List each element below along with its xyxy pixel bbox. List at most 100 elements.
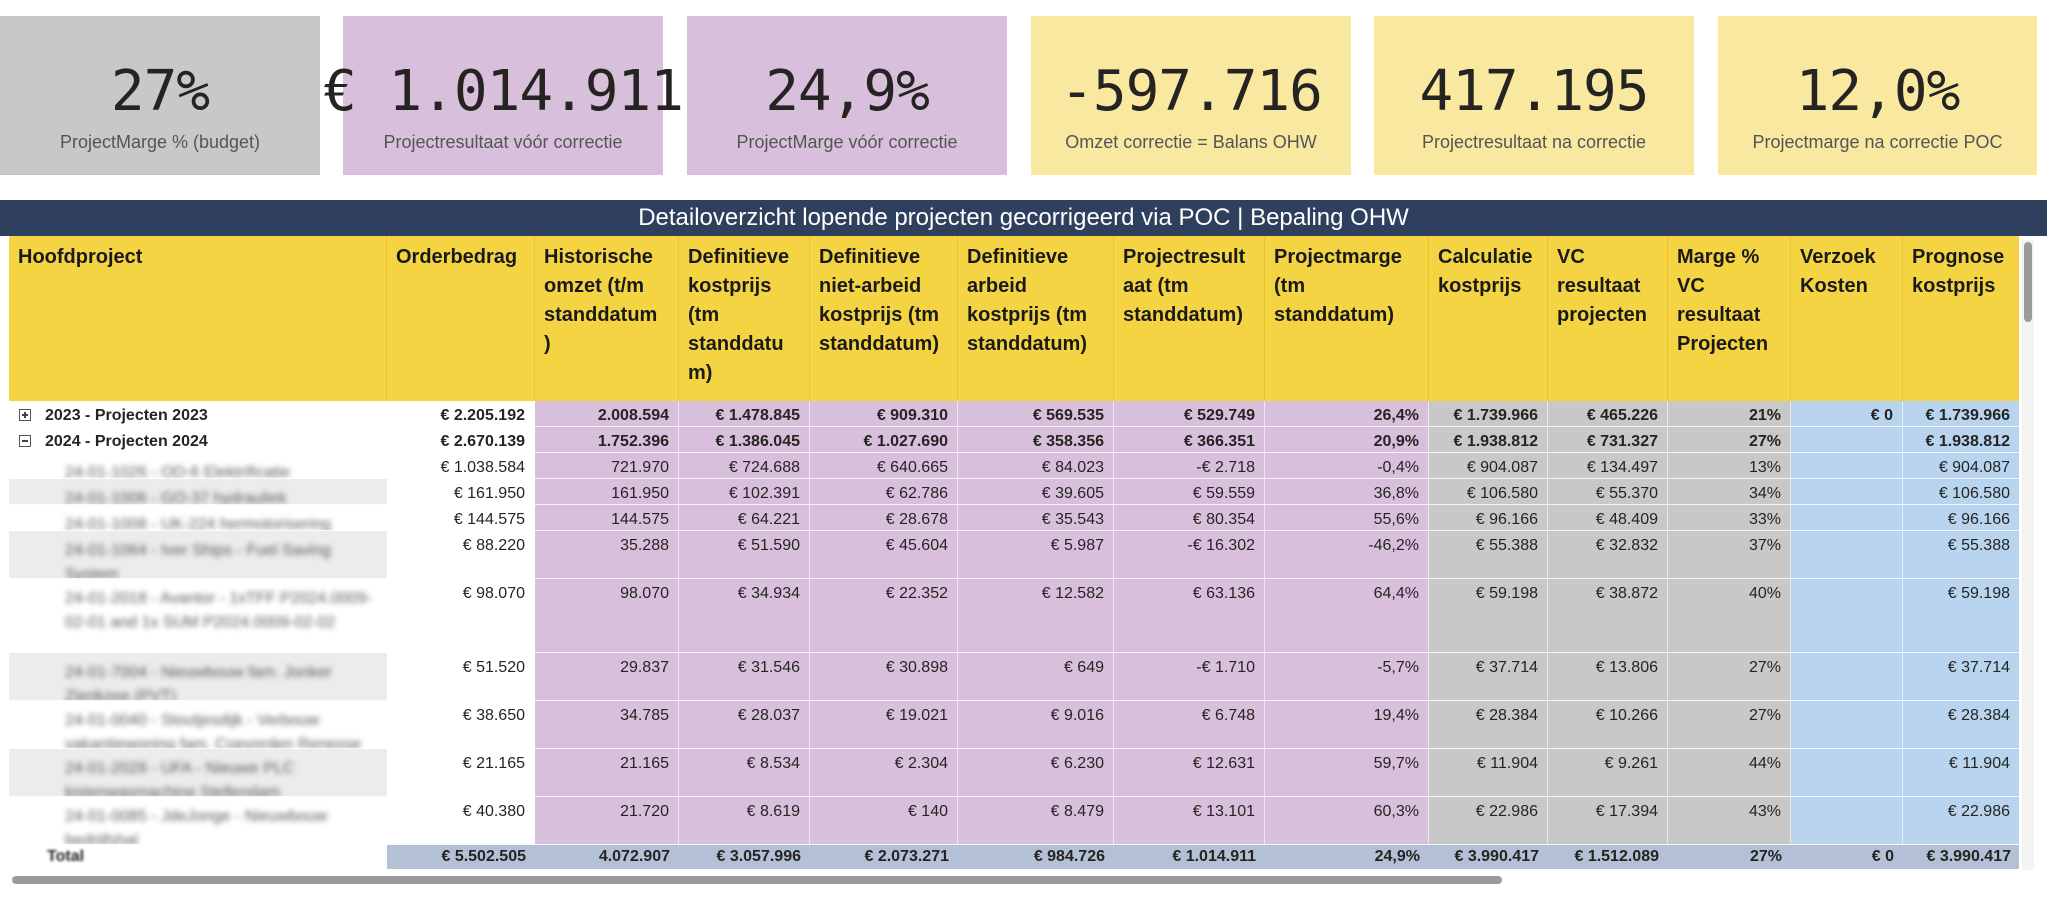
row-label[interactable]: 24-01-1064 - Iver Ships - Fuel Saving Sy… — [9, 531, 387, 579]
column-header[interactable]: Orderbedrag — [387, 236, 535, 401]
total-cell: 4.072.907 — [535, 845, 679, 869]
column-header[interactable]: VC resultaat projecten — [1548, 236, 1668, 401]
total-cell: 24,9% — [1265, 845, 1429, 869]
row-label-text: 24-01-2028 - UFA - Nieuwe PLC kistenwasm… — [65, 760, 295, 797]
kpi-card: 24,9% ProjectMarge vóór correctie — [687, 16, 1007, 175]
table-cell: € 2.304 — [810, 749, 958, 797]
row-label-text: 24-01-2018 - Avantor - 1xTFF P2024.0009-… — [65, 590, 372, 631]
table-cell: € 59.198 — [1429, 579, 1548, 653]
kpi-value: 12,0% — [1795, 59, 1961, 124]
table-cell: € 144.575 — [387, 505, 535, 531]
table-cell: -€ 2.718 — [1114, 453, 1265, 479]
table-cell: € 28.037 — [679, 701, 810, 749]
table-cell: € 63.136 — [1114, 579, 1265, 653]
project-table[interactable]: Hoofdproject Orderbedrag Historische omzet… — [9, 236, 2019, 873]
column-header[interactable]: Projectmarge (tm standdatum) — [1265, 236, 1429, 401]
table-cell: -46,2% — [1265, 531, 1429, 579]
table-cell: € 21.165 — [387, 749, 535, 797]
table-cell: € 161.950 — [387, 479, 535, 505]
table-cell: € 724.688 — [679, 453, 810, 479]
expand-icon[interactable] — [19, 409, 31, 421]
table-cell — [1791, 453, 1903, 479]
table-cell: 36,8% — [1265, 479, 1429, 505]
table-cell: € 2.670.139 — [387, 427, 535, 453]
table-cell: € 48.409 — [1548, 505, 1668, 531]
row-label[interactable]: 24-01-1008 - UK-224 hermotorisering — [9, 505, 387, 531]
collapse-icon[interactable] — [19, 435, 31, 447]
row-label[interactable]: 24-01-0085 - JdeJonge - Nieuwbouw bedrij… — [9, 797, 387, 845]
table-cell — [1791, 653, 1903, 701]
table-cell: 161.950 — [535, 479, 679, 505]
table-cell: € 40.380 — [387, 797, 535, 845]
table-cell: € 22.986 — [1429, 797, 1548, 845]
table-cell: € 13.806 — [1548, 653, 1668, 701]
table-cell: € 465.226 — [1548, 401, 1668, 427]
table-cell: € 37.714 — [1903, 653, 2019, 701]
column-header[interactable]: Projectresult aat (tm standdatum) — [1114, 236, 1265, 401]
table-cell: € 9.261 — [1548, 749, 1668, 797]
column-header[interactable]: Historische omzet (t/m standdatum ) — [535, 236, 679, 401]
table-cell: € 30.898 — [810, 653, 958, 701]
row-label[interactable]: 24-01-0040 - Stoutjesdijk - Verbouw vaka… — [9, 701, 387, 749]
table-cell: 34% — [1668, 479, 1791, 505]
column-header[interactable]: Hoofdproject — [9, 236, 387, 401]
table-cell: € 39.605 — [958, 479, 1114, 505]
kpi-card: 12,0% Projectmarge na correctie POC — [1718, 16, 2037, 175]
row-label[interactable]: 2024 - Projecten 2024 — [9, 427, 387, 453]
table-cell: € 106.580 — [1903, 479, 2019, 505]
table-cell: 33% — [1668, 505, 1791, 531]
column-header[interactable]: Definitieve niet-arbeid kostprijs (tm st… — [810, 236, 958, 401]
vertical-scrollbar[interactable] — [2022, 240, 2034, 870]
column-header[interactable]: Definitieve kostprijs (tm standdatu m) — [679, 236, 810, 401]
table-cell — [1791, 505, 1903, 531]
table-cell: € 6.748 — [1114, 701, 1265, 749]
horizontal-scroll-thumb[interactable] — [12, 876, 1502, 884]
row-label[interactable]: 24-01-2028 - UFA - Nieuwe PLC kistenwasm… — [9, 749, 387, 797]
table-cell — [1791, 579, 1903, 653]
table-cell: € 8.479 — [958, 797, 1114, 845]
row-label[interactable]: 24-01-1006 - GO-37 hydrauliek — [9, 479, 387, 505]
row-label[interactable]: 2023 - Projecten 2023 — [9, 401, 387, 427]
table-cell: € 1.739.966 — [1903, 401, 2019, 427]
table-cell — [1791, 479, 1903, 505]
kpi-value: 24,9% — [765, 59, 930, 124]
table-cell: € 55.370 — [1548, 479, 1668, 505]
table-cell: € 1.739.966 — [1429, 401, 1548, 427]
row-label-text: 24-01-1006 - GO-37 hydrauliek — [65, 490, 287, 505]
column-header[interactable]: Verzoek Kosten — [1791, 236, 1903, 401]
column-header[interactable]: Definitieve arbeid kostprijs (tm standda… — [958, 236, 1114, 401]
table-cell: € 32.832 — [1548, 531, 1668, 579]
table-cell: € 37.714 — [1429, 653, 1548, 701]
total-cell: € 3.990.417 — [1903, 845, 2019, 869]
row-label-text: 24-01-0040 - Stoutjesdijk - Verbouw vaka… — [65, 712, 362, 749]
total-cell: € 1.014.911 — [1114, 845, 1265, 869]
column-header[interactable]: Calculatie kostprijs — [1429, 236, 1548, 401]
table-cell — [1791, 701, 1903, 749]
table-cell: € 358.356 — [958, 427, 1114, 453]
column-header[interactable]: Prognose kostprijs — [1903, 236, 2019, 401]
total-cell: € 3.057.996 — [679, 845, 810, 869]
table-cell: € 6.230 — [958, 749, 1114, 797]
row-label[interactable]: 24-01-7004 - Nieuwbouw fam. Jonker Zieri… — [9, 653, 387, 701]
table-cell: € 366.351 — [1114, 427, 1265, 453]
table-cell: € 1.938.812 — [1903, 427, 2019, 453]
table-cell: 98.070 — [535, 579, 679, 653]
table-cell: € 59.198 — [1903, 579, 2019, 653]
table-cell: € 28.384 — [1429, 701, 1548, 749]
table-cell: € 28.384 — [1903, 701, 2019, 749]
kpi-card: 27% ProjectMarge % (budget) — [0, 16, 320, 175]
table-cell: € 80.354 — [1114, 505, 1265, 531]
row-label[interactable]: 24-01-1026 - OD-6 Elektrificatie — [9, 453, 387, 479]
table-cell: € 904.087 — [1903, 453, 2019, 479]
row-label[interactable]: 24-01-2018 - Avantor - 1xTFF P2024.0009-… — [9, 579, 387, 653]
kpi-label: Projectresultaat na correctie — [1421, 132, 1647, 152]
column-header[interactable]: Marge % VC resultaat Projecten — [1668, 236, 1791, 401]
table-cell: € 1.478.845 — [679, 401, 810, 427]
table-cell: € 1.038.584 — [387, 453, 535, 479]
vertical-scroll-thumb[interactable] — [2024, 242, 2032, 322]
table-cell: € 64.221 — [679, 505, 810, 531]
table-cell: € 51.590 — [679, 531, 810, 579]
table-cell: 21.720 — [535, 797, 679, 845]
table-cell: € 38.872 — [1548, 579, 1668, 653]
kpi-label: Projectmarge na correctie POC — [1752, 132, 2003, 152]
